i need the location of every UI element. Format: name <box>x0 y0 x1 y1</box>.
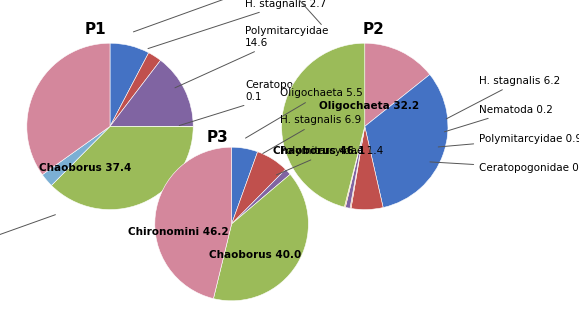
Wedge shape <box>232 147 258 224</box>
Text: P3: P3 <box>206 130 228 145</box>
Text: Chaoborus 46.1: Chaoborus 46.1 <box>273 146 365 156</box>
Wedge shape <box>365 75 448 208</box>
Text: Oligochaeta 5.5: Oligochaeta 5.5 <box>245 88 362 138</box>
Wedge shape <box>110 43 149 126</box>
Wedge shape <box>110 53 160 126</box>
Text: Tanypodinae 2.7: Tanypodinae 2.7 <box>0 215 56 267</box>
Text: Ceratopogonidae 0.2: Ceratopogonidae 0.2 <box>430 162 579 173</box>
Text: H. stagnalis 6.9: H. stagnalis 6.9 <box>263 115 361 154</box>
Text: Polymitarcyidae 0.9: Polymitarcyidae 0.9 <box>438 134 579 147</box>
Text: Chironomini 46.2: Chironomini 46.2 <box>127 227 228 237</box>
Wedge shape <box>351 126 383 210</box>
Wedge shape <box>345 126 365 207</box>
Wedge shape <box>350 126 365 208</box>
Text: Ceratopogonidae
0.1: Ceratopogonidae 0.1 <box>179 80 335 125</box>
Wedge shape <box>42 126 110 186</box>
Text: H. stagnalis 2.7: H. stagnalis 2.7 <box>148 0 327 49</box>
Wedge shape <box>214 174 309 301</box>
Text: Polymitarcyidae
14.6: Polymitarcyidae 14.6 <box>175 26 329 88</box>
Text: Polymitarcyidae 1.4: Polymitarcyidae 1.4 <box>276 146 383 175</box>
Wedge shape <box>110 126 193 127</box>
Wedge shape <box>281 43 365 207</box>
Text: H. stagnalis 6.2: H. stagnalis 6.2 <box>446 76 560 119</box>
Text: P2: P2 <box>362 22 384 37</box>
Wedge shape <box>52 126 193 210</box>
Text: Chaoborus 37.4: Chaoborus 37.4 <box>39 163 131 173</box>
Text: Oligochaeta 7.7: Oligochaeta 7.7 <box>133 0 328 32</box>
Text: P1: P1 <box>85 22 107 37</box>
Text: Chaoborus 40.0: Chaoborus 40.0 <box>208 250 301 260</box>
Wedge shape <box>155 147 232 299</box>
Wedge shape <box>345 126 365 208</box>
Wedge shape <box>110 60 193 126</box>
Wedge shape <box>232 152 285 224</box>
Wedge shape <box>365 43 430 126</box>
Wedge shape <box>232 169 290 224</box>
Text: Nematoda 0.2: Nematoda 0.2 <box>445 105 553 132</box>
Text: Oligochaeta 32.2: Oligochaeta 32.2 <box>319 100 419 111</box>
Wedge shape <box>27 43 110 175</box>
